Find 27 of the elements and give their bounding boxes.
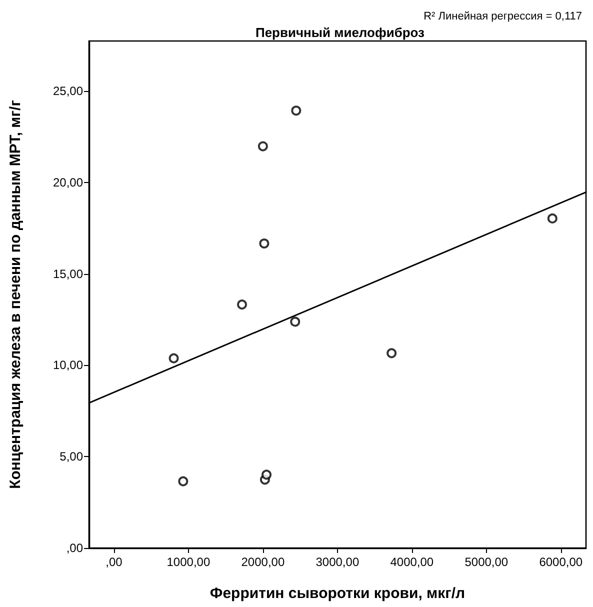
- y-tick-label: 15,00: [52, 266, 84, 281]
- point: [262, 470, 272, 480]
- y-tick-label: 10,00: [52, 358, 84, 372]
- chart-title: Первичный миелофиброз: [255, 25, 426, 40]
- x-tick-label: ,00: [106, 555, 123, 569]
- text: R² Линейная регрессия = 0,117: [424, 10, 582, 22]
- point: [291, 106, 302, 116]
- point: [258, 141, 268, 152]
- y-tick-label: 5,00: [60, 450, 84, 464]
- y-tick-label: 25,00: [52, 84, 84, 98]
- x-tick-label: 4000,00: [390, 555, 434, 569]
- y-axis-title: Концентрация железа в печени по данным МРТ, мг/г: [7, 100, 24, 489]
- point: [237, 300, 248, 310]
- x-tick-label: 6000,00: [539, 555, 583, 569]
- x-tick-label: 1000,00: [166, 555, 210, 569]
- y-tick-label: ,00: [66, 541, 84, 555]
- x-axis-title: Ферритин сыворотки крови, мкг/л: [210, 585, 466, 602]
- point: [547, 213, 558, 224]
- point: [386, 348, 397, 358]
- x-tick-label: 5000,00: [464, 555, 508, 569]
- x-tick-label: 3000,00: [316, 555, 360, 569]
- point: [168, 353, 179, 364]
- y-tick-label: 20,00: [52, 175, 84, 190]
- point: [178, 476, 188, 486]
- point: [259, 238, 270, 249]
- x-tick-label: 2000,00: [241, 555, 285, 569]
- point: [290, 316, 300, 327]
